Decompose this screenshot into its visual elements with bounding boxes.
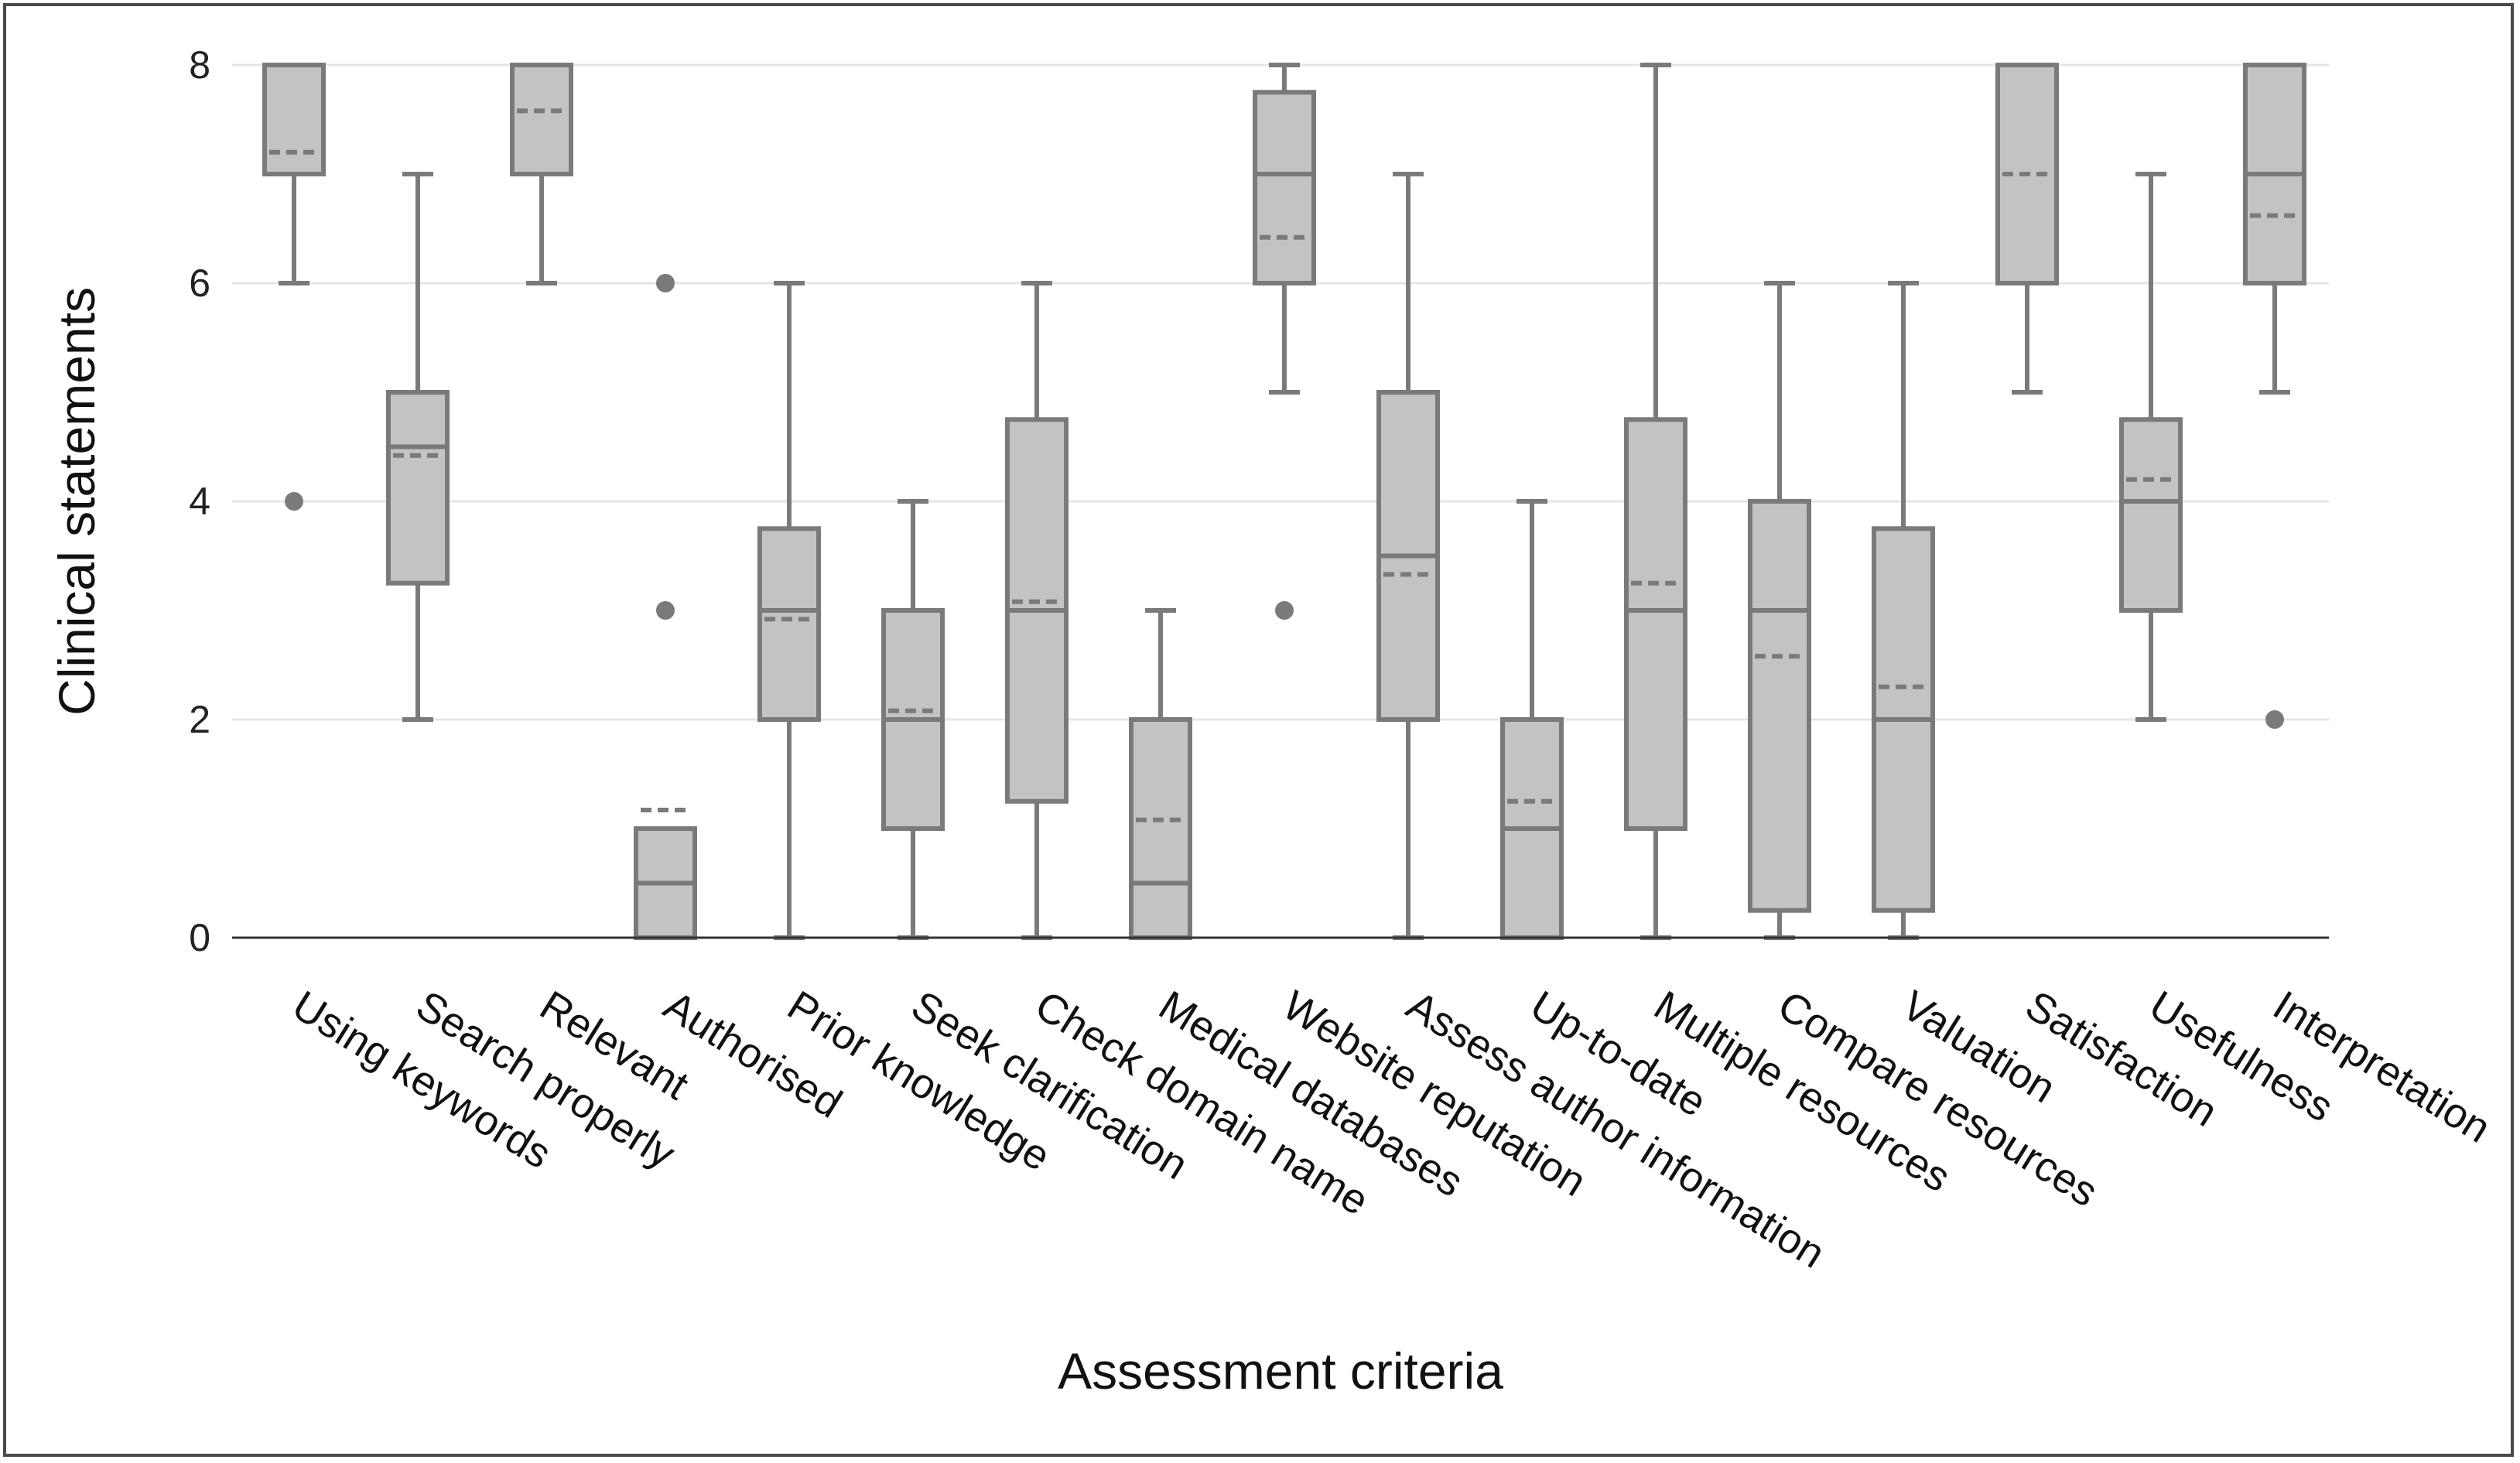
box-medical-databases xyxy=(1129,608,1192,940)
box-usefulness xyxy=(2119,172,2183,722)
box-check-domain-name xyxy=(1005,281,1069,940)
iqr-box xyxy=(2119,417,2183,613)
box-up-to-date xyxy=(1500,499,1564,940)
outlier-point xyxy=(656,601,675,620)
outlier-point xyxy=(656,274,675,292)
iqr-box xyxy=(1129,717,1192,940)
x-axis-title: Assessment criteria xyxy=(1058,1342,1503,1400)
y-axis-ticks: 0 2 4 6 8 xyxy=(189,43,210,959)
iqr-box xyxy=(1253,90,1316,285)
box-authorised xyxy=(634,274,697,940)
box-series xyxy=(262,63,2306,940)
box-using-keywords xyxy=(262,63,326,511)
iqr-box xyxy=(1624,417,1687,831)
iqr-box xyxy=(757,526,821,722)
box-valuation xyxy=(1872,281,1935,940)
outlier-point xyxy=(2265,710,2284,729)
box-compare-resources xyxy=(1748,281,1811,940)
y-tick-label: 6 xyxy=(189,261,210,305)
y-axis-title: Clinical statements xyxy=(48,287,105,716)
box-relevant xyxy=(510,63,573,285)
box-website-reputation xyxy=(1253,63,1316,620)
iqr-box xyxy=(262,63,326,176)
box-assess-author-information xyxy=(1376,172,1440,940)
iqr-box xyxy=(510,63,573,176)
box-interpretation xyxy=(2243,63,2306,729)
box-multiple-resources xyxy=(1624,63,1687,940)
y-tick-label: 2 xyxy=(189,698,210,741)
box-search-properly xyxy=(386,172,450,722)
y-tick-label: 8 xyxy=(189,43,210,87)
iqr-box xyxy=(386,390,450,586)
outlier-point xyxy=(285,492,303,511)
box-prior-knowledge xyxy=(757,281,821,940)
y-tick-label: 0 xyxy=(189,916,210,959)
box-seek-clarification xyxy=(881,499,945,940)
y-tick-label: 4 xyxy=(189,480,210,523)
outlier-point xyxy=(1275,601,1294,620)
box-satisfaction xyxy=(1995,63,2059,395)
iqr-box xyxy=(1748,499,1811,913)
